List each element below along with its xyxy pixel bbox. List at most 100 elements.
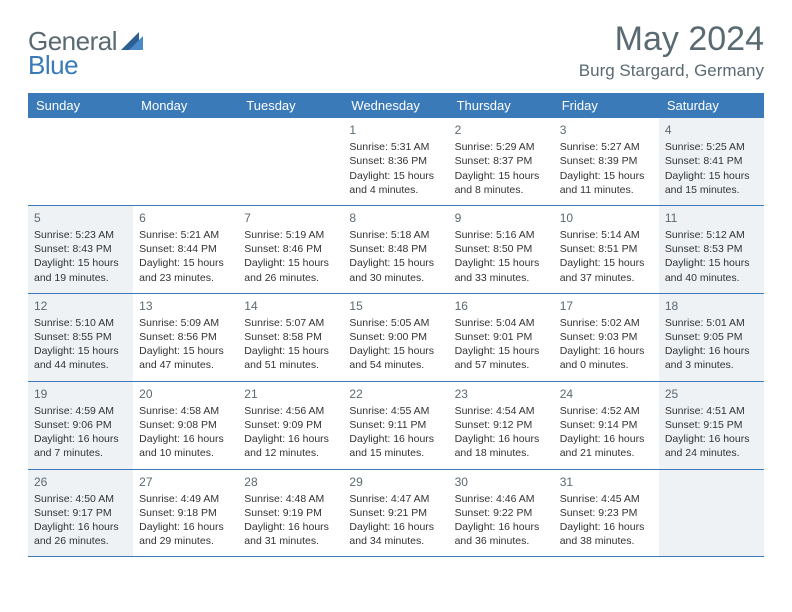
calendar-cell: 18Sunrise: 5:01 AMSunset: 9:05 PMDayligh… — [659, 293, 764, 381]
sunset-text: Sunset: 9:12 PM — [455, 418, 548, 432]
logo-triangle-icon — [121, 32, 143, 52]
sunset-text: Sunset: 9:11 PM — [349, 418, 442, 432]
daylight-text: Daylight: 15 hours and 33 minutes. — [455, 256, 548, 284]
daylight-text: Daylight: 15 hours and 19 minutes. — [34, 256, 127, 284]
sunrise-text: Sunrise: 5:05 AM — [349, 316, 442, 330]
sunrise-text: Sunrise: 5:18 AM — [349, 228, 442, 242]
calendar-cell: 9Sunrise: 5:16 AMSunset: 8:50 PMDaylight… — [449, 205, 554, 293]
calendar-row: 12 Sunrise: 5:10 AMSunset: 8:55 PM Dayligh… — [28, 293, 764, 381]
calendar-cell: 7Sunrise: 5:19 AMSunset: 8:46 PMDaylight… — [238, 205, 343, 293]
sunrise-text: Sunrise: 4:55 AM — [349, 404, 442, 418]
daylight-text: Daylight: 16 hours and 3 minutes. — [665, 344, 758, 372]
daylight-text: Daylight: 15 hours and 23 minutes. — [139, 256, 232, 284]
sunset-text: Sunset: 9:05 PM — [665, 330, 758, 344]
calendar-cell: 27Sunrise: 4:49 AMSunset: 9:18 PMDayligh… — [133, 469, 238, 557]
calendar-cell: 12Sunrise: 5:10 AMSunset: 8:55 PMDayligh… — [28, 293, 133, 381]
sunrise-text: Sunrise: 5:04 AM — [455, 316, 548, 330]
day-number: 29 — [349, 474, 442, 490]
sunrise-text: Sunrise: 5:14 AM — [560, 228, 653, 242]
daylight-text: Daylight: 15 hours and 57 minutes. — [455, 344, 548, 372]
sunrise-text: Sunrise: 4:58 AM — [139, 404, 232, 418]
day-number: 14 — [244, 298, 337, 314]
sunrise-text: Sunrise: 4:48 AM — [244, 492, 337, 506]
sunrise-text: Sunrise: 4:49 AM — [139, 492, 232, 506]
daylight-text: Daylight: 15 hours and 47 minutes. — [139, 344, 232, 372]
sunset-text: Sunset: 9:14 PM — [560, 418, 653, 432]
day-number: 7 — [244, 210, 337, 226]
calendar-cell: 14Sunrise: 5:07 AMSunset: 8:58 PMDayligh… — [238, 293, 343, 381]
daylight-text: Daylight: 15 hours and 54 minutes. — [349, 344, 442, 372]
sunset-text: Sunset: 8:46 PM — [244, 242, 337, 256]
sunset-text: Sunset: 9:03 PM — [560, 330, 653, 344]
calendar-cell: 4Sunrise: 5:25 AMSunset: 8:41 PMDaylight… — [659, 118, 764, 205]
calendar-cell — [659, 469, 764, 557]
sunset-text: Sunset: 8:44 PM — [139, 242, 232, 256]
day-number: 4 — [665, 122, 758, 138]
sunrise-text: Sunrise: 5:19 AM — [244, 228, 337, 242]
sunset-text: Sunset: 8:37 PM — [455, 154, 548, 168]
calendar-cell: 2Sunrise: 5:29 AMSunset: 8:37 PMDaylight… — [449, 118, 554, 205]
day-number: 31 — [560, 474, 653, 490]
sunrise-text: Sunrise: 5:25 AM — [665, 140, 758, 154]
calendar-cell: 31Sunrise: 4:45 AMSunset: 9:23 PMDayligh… — [554, 469, 659, 557]
day-header-wed: Wednesday — [343, 93, 448, 118]
calendar-cell: 30Sunrise: 4:46 AMSunset: 9:22 PMDayligh… — [449, 469, 554, 557]
day-number: 6 — [139, 210, 232, 226]
sunrise-text: Sunrise: 4:52 AM — [560, 404, 653, 418]
day-number: 21 — [244, 386, 337, 402]
sunset-text: Sunset: 8:55 PM — [34, 330, 127, 344]
day-number: 5 — [34, 210, 127, 226]
page-header: General May 2024 Burg Stargard, Germany — [28, 20, 764, 81]
title-block: May 2024 Burg Stargard, Germany — [579, 20, 764, 81]
calendar-cell: 11Sunrise: 5:12 AMSunset: 8:53 PMDayligh… — [659, 205, 764, 293]
sunset-text: Sunset: 9:17 PM — [34, 506, 127, 520]
day-number: 9 — [455, 210, 548, 226]
calendar-cell: 26Sunrise: 4:50 AMSunset: 9:17 PMDayligh… — [28, 469, 133, 557]
calendar-cell — [238, 118, 343, 205]
calendar-cell: 8Sunrise: 5:18 AMSunset: 8:48 PMDaylight… — [343, 205, 448, 293]
sunset-text: Sunset: 8:53 PM — [665, 242, 758, 256]
calendar-page: General May 2024 Burg Stargard, Germany … — [0, 0, 792, 577]
sunrise-text: Sunrise: 4:54 AM — [455, 404, 548, 418]
calendar-cell: 5Sunrise: 5:23 AMSunset: 8:43 PMDaylight… — [28, 205, 133, 293]
day-number: 8 — [349, 210, 442, 226]
sunrise-text: Sunrise: 4:50 AM — [34, 492, 127, 506]
calendar-cell — [133, 118, 238, 205]
calendar-cell: 24Sunrise: 4:52 AMSunset: 9:14 PMDayligh… — [554, 381, 659, 469]
day-number: 1 — [349, 122, 442, 138]
logo-line2: Blue — [28, 50, 78, 81]
day-number: 27 — [139, 474, 232, 490]
daylight-text: Daylight: 16 hours and 7 minutes. — [34, 432, 127, 460]
daylight-text: Daylight: 16 hours and 0 minutes. — [560, 344, 653, 372]
day-header-tue: Tuesday — [238, 93, 343, 118]
daylight-text: Daylight: 16 hours and 38 minutes. — [560, 520, 653, 548]
day-number: 11 — [665, 210, 758, 226]
day-number: 26 — [34, 474, 127, 490]
daylight-text: Daylight: 16 hours and 31 minutes. — [244, 520, 337, 548]
calendar-table: Sunday Monday Tuesday Wednesday Thursday… — [28, 93, 764, 557]
sunrise-text: Sunrise: 5:31 AM — [349, 140, 442, 154]
daylight-text: Daylight: 15 hours and 4 minutes. — [349, 169, 442, 197]
sunset-text: Sunset: 8:50 PM — [455, 242, 548, 256]
daylight-text: Daylight: 16 hours and 34 minutes. — [349, 520, 442, 548]
sunset-text: Sunset: 9:23 PM — [560, 506, 653, 520]
sunrise-text: Sunrise: 5:07 AM — [244, 316, 337, 330]
calendar-cell: 16Sunrise: 5:04 AMSunset: 9:01 PMDayligh… — [449, 293, 554, 381]
sunrise-text: Sunrise: 5:27 AM — [560, 140, 653, 154]
sunset-text: Sunset: 9:08 PM — [139, 418, 232, 432]
daylight-text: Daylight: 15 hours and 37 minutes. — [560, 256, 653, 284]
day-header-mon: Monday — [133, 93, 238, 118]
sunset-text: Sunset: 9:19 PM — [244, 506, 337, 520]
day-number: 23 — [455, 386, 548, 402]
day-number: 12 — [34, 298, 127, 314]
sunset-text: Sunset: 9:06 PM — [34, 418, 127, 432]
sunset-text: Sunset: 9:15 PM — [665, 418, 758, 432]
daylight-text: Daylight: 15 hours and 30 minutes. — [349, 256, 442, 284]
daylight-text: Daylight: 16 hours and 29 minutes. — [139, 520, 232, 548]
day-header-fri: Friday — [554, 93, 659, 118]
daylight-text: Daylight: 16 hours and 21 minutes. — [560, 432, 653, 460]
location-label: Burg Stargard, Germany — [579, 61, 764, 81]
calendar-cell: 20Sunrise: 4:58 AMSunset: 9:08 PMDayligh… — [133, 381, 238, 469]
calendar-cell: 21Sunrise: 4:56 AMSunset: 9:09 PMDayligh… — [238, 381, 343, 469]
sunrise-text: Sunrise: 5:10 AM — [34, 316, 127, 330]
